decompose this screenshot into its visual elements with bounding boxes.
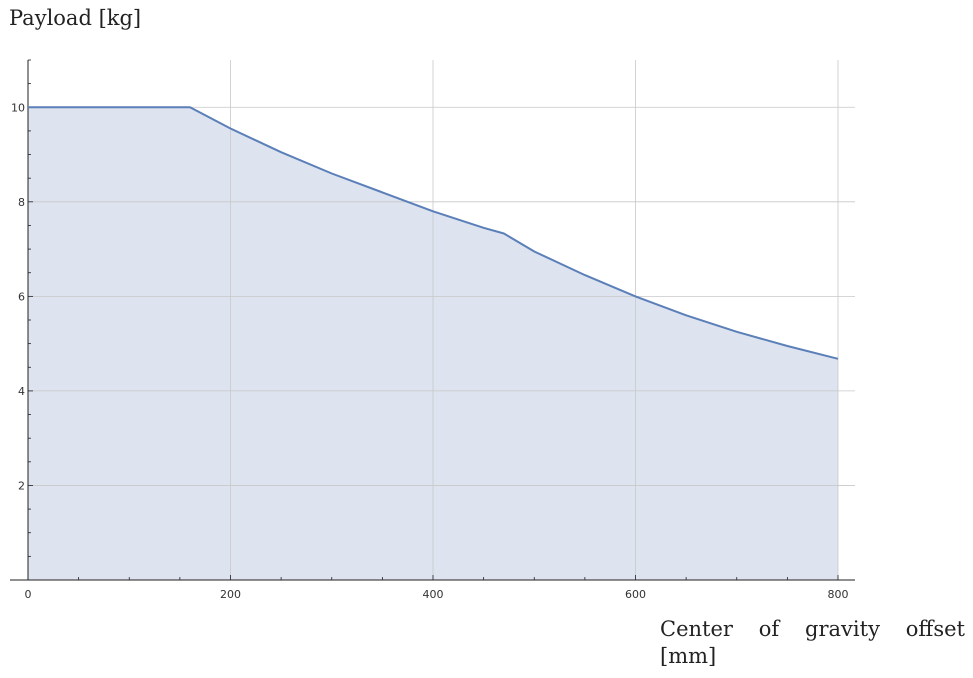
y-axis-label: Payload [kg]: [9, 6, 142, 30]
y-tick-label: 2: [18, 479, 25, 492]
x-tick-label: 200: [220, 588, 241, 601]
y-tick-label: 10: [11, 101, 25, 114]
x-axis-label: Center of gravity offset [mm]: [660, 617, 965, 668]
y-tick-label: 6: [18, 290, 25, 303]
x-tick-label: 800: [828, 588, 849, 601]
x-tick-label: 400: [423, 588, 444, 601]
x-tick-label: 0: [25, 588, 32, 601]
y-tick-label: 8: [18, 196, 25, 209]
y-tick-label: 4: [18, 385, 25, 398]
payload-line: [28, 106, 839, 360]
x-tick-label: 600: [625, 588, 646, 601]
